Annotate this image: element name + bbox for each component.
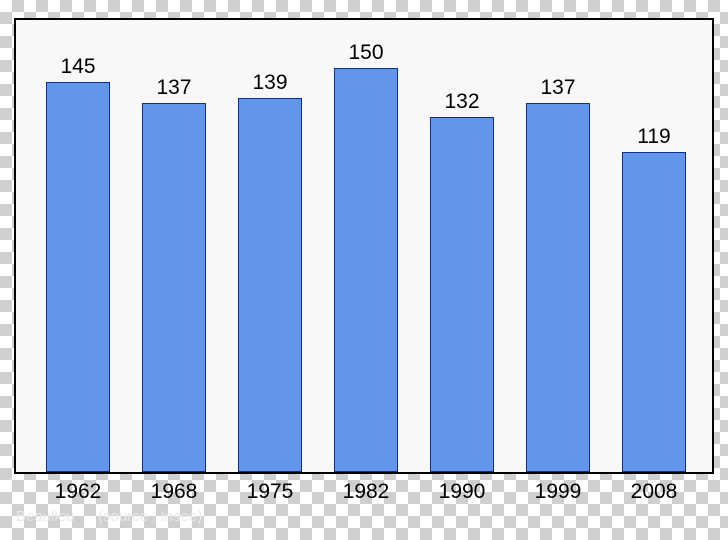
x-label-1975: 1975 (220, 480, 320, 504)
bar-1968 (142, 103, 206, 472)
x-label-1968: 1968 (124, 480, 224, 504)
x-label-1982: 1982 (316, 480, 416, 504)
x-label-2008: 2008 (604, 480, 704, 504)
bar-1990 (430, 117, 494, 472)
bar-1999 (526, 103, 590, 472)
bar-1962 (46, 82, 110, 472)
footer-source-text: (source : Insee) (98, 508, 202, 525)
x-label-1962: 1962 (28, 480, 128, 504)
bar-2008 (622, 152, 686, 472)
footer-location-name: Beaulieu (16, 508, 74, 525)
x-label-1999: 1999 (508, 480, 608, 504)
x-label-1990: 1990 (412, 480, 512, 504)
bar-1982 (334, 68, 398, 472)
bar-1975 (238, 98, 302, 472)
canvas: 145137139150132137119 196219681975198219… (0, 0, 728, 540)
